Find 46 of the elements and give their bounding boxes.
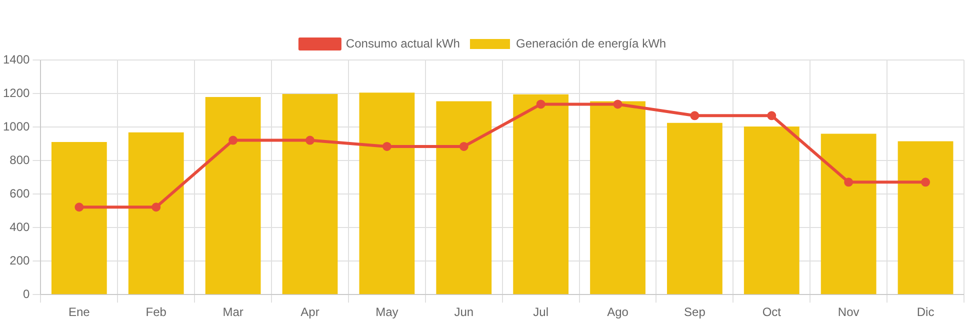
x-tick-label: Oct bbox=[762, 305, 782, 320]
x-tick-label: Jun bbox=[454, 305, 474, 320]
x-tick-label: Apr bbox=[300, 305, 320, 320]
y-tick-label: 0 bbox=[23, 286, 30, 301]
bar bbox=[744, 126, 800, 294]
point bbox=[844, 178, 854, 187]
x-tick-label: Mar bbox=[222, 305, 244, 320]
bar bbox=[513, 94, 569, 294]
bar bbox=[898, 141, 954, 294]
y-tick-label: 400 bbox=[10, 220, 30, 234]
x-tick-label: Ene bbox=[68, 305, 90, 320]
x-tick-label: Feb bbox=[146, 305, 167, 320]
bar bbox=[820, 134, 876, 294]
x-tick-label: Jul bbox=[533, 305, 548, 320]
bar bbox=[51, 142, 107, 294]
y-tick-label: 800 bbox=[10, 152, 30, 167]
legend-label: Generación de energía kWh bbox=[516, 36, 666, 50]
point bbox=[459, 142, 468, 151]
point bbox=[613, 100, 622, 109]
point bbox=[536, 100, 546, 109]
bar bbox=[205, 97, 261, 294]
bar bbox=[128, 132, 184, 294]
x-tick-label: Nov bbox=[838, 305, 860, 320]
bar bbox=[282, 94, 338, 294]
y-tick-label: 600 bbox=[10, 186, 30, 200]
bar bbox=[590, 101, 646, 294]
point bbox=[228, 136, 238, 145]
point bbox=[152, 202, 161, 212]
legend-label: Consumo actual kWh bbox=[346, 36, 460, 50]
y-tick-label: 1400 bbox=[2, 52, 30, 66]
x-tick-label: Sep bbox=[684, 305, 706, 320]
x-tick-label: Ago bbox=[607, 305, 629, 320]
y-tick-label: 1200 bbox=[2, 86, 30, 100]
x-tick-label: May bbox=[376, 305, 398, 320]
point bbox=[305, 136, 314, 145]
point bbox=[690, 111, 700, 120]
x-tick-label: Dic bbox=[916, 305, 934, 320]
y-tick-label: 1000 bbox=[2, 119, 30, 134]
point bbox=[382, 142, 392, 151]
point bbox=[921, 178, 930, 187]
bar bbox=[359, 92, 415, 294]
bar bbox=[667, 122, 722, 294]
point bbox=[74, 202, 84, 212]
y-tick-label: 200 bbox=[10, 253, 30, 268]
bar bbox=[436, 101, 492, 294]
point bbox=[767, 111, 776, 120]
